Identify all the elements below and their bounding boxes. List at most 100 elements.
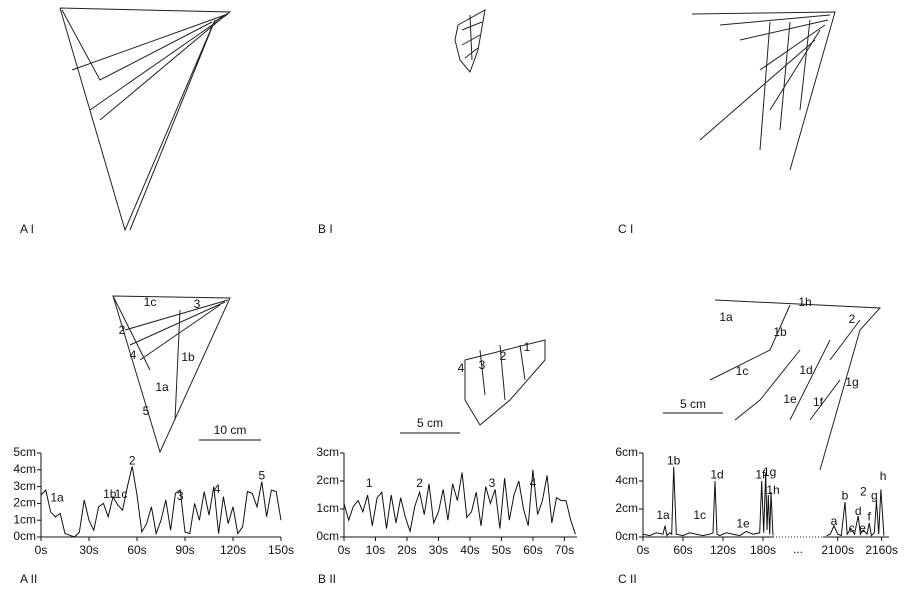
x-tick-label: 0s (637, 543, 650, 557)
y-tick-label: 4cm (13, 462, 36, 476)
web-b2 (464, 339, 546, 426)
web-label: 1c (144, 295, 157, 309)
annotation: 1d (710, 468, 723, 482)
scale-label: 10 cm (214, 423, 247, 437)
annotation: 1c (115, 487, 128, 501)
x-tick-label: 20s (397, 543, 416, 557)
web-label: 1 (524, 340, 531, 354)
panel-label: A I (20, 222, 34, 236)
annotation: f (868, 510, 872, 524)
y-tick-label: 6cm (615, 445, 638, 459)
x-tick-label: 2160s (865, 543, 898, 557)
y-tick-label: 2cm (615, 501, 638, 515)
x-tick-label: 120s (710, 543, 736, 557)
x-tick-label: 50s (492, 543, 511, 557)
x-tick-label: 30s (429, 543, 448, 557)
x-tick-label: 10s (366, 543, 385, 557)
web-a1 (59, 7, 232, 232)
web-a2 (112, 295, 231, 454)
annotation: 1f (755, 468, 766, 482)
panel-label: C I (618, 222, 633, 236)
web-label: 2 (500, 349, 507, 363)
x-tick-label: 120s (220, 543, 246, 557)
annotation: 1b (103, 487, 117, 501)
data-line (40, 466, 282, 538)
x-tick-label: 40s (460, 543, 479, 557)
y-tick-label: 3cm (13, 479, 36, 493)
x-tick-label: 60s (127, 543, 146, 557)
x-tick-label: 180s (750, 543, 776, 557)
web-drawings (59, 7, 882, 471)
annotation: 3 (489, 476, 496, 490)
panel-label: A II (20, 572, 37, 586)
y-tick-label: 5cm (13, 445, 36, 459)
x-tick-label: 2100s (821, 543, 854, 557)
annotation: 1a (50, 491, 64, 505)
scale-label: 5 cm (680, 397, 706, 411)
web-label: 1h (798, 295, 811, 309)
y-tick-label: 2cm (13, 496, 36, 510)
annotation: d (855, 504, 862, 518)
y-tick-label: 0cm (13, 529, 36, 543)
x-tick-label: 30s (79, 543, 98, 557)
y-tick-label: 3cm (316, 445, 339, 459)
x-tick-label: 0s (35, 543, 48, 557)
web-label: 1a (155, 380, 169, 394)
web-label: 2 (849, 312, 856, 326)
web-c2 (709, 299, 882, 471)
x-tick-label: 60s (523, 543, 542, 557)
annotation: 2 (416, 476, 423, 490)
web-label: 4 (458, 361, 465, 375)
web-label: 4 (130, 348, 137, 362)
annotation: e (859, 521, 866, 535)
y-tick-label: 0cm (316, 529, 339, 543)
annotation: c (849, 521, 855, 535)
web-label: 3 (194, 297, 201, 311)
x-tick-label: 150s (268, 543, 294, 557)
panel-label: C II (618, 572, 637, 586)
annotation: 1e (736, 517, 750, 531)
x-tick-label: 90s (175, 543, 194, 557)
annotation: h (880, 469, 887, 483)
annotation: 4 (530, 476, 537, 490)
annotation: 2 (129, 454, 136, 468)
panel-label: B II (318, 572, 336, 586)
data-line (642, 466, 885, 537)
web-label: 1b (773, 325, 787, 339)
y-tick-label: 1cm (13, 512, 36, 526)
x-tick-label: 0s (338, 543, 351, 557)
annotation: 1h (766, 483, 779, 497)
annotation: a (831, 514, 838, 528)
web-label: 1c (736, 364, 749, 378)
annotation: 1g (763, 465, 776, 479)
x-tick-label: 60s (673, 543, 692, 557)
annotation: 2 (860, 484, 867, 498)
web-label: 1f (813, 395, 824, 409)
panel-label: B I (318, 222, 333, 236)
annotation: g (871, 489, 878, 503)
web-b1 (454, 9, 486, 73)
annotation: 1b (667, 454, 681, 468)
annotation: 1c (693, 508, 706, 522)
y-tick-label: 0cm (615, 529, 638, 543)
web-label: 1a (719, 310, 733, 324)
annotation: 1a (656, 508, 670, 522)
web-label: 5 (143, 404, 150, 418)
annotation: 3 (177, 489, 184, 503)
annotation: 4 (214, 482, 221, 496)
axis-break-label: ... (793, 542, 803, 556)
scale-label: 5 cm (417, 416, 443, 430)
annotation: 1 (366, 476, 373, 490)
annotation: 5 (258, 469, 265, 483)
y-tick-label: 4cm (615, 473, 638, 487)
web-label: 1d (799, 363, 812, 377)
annotation: b (842, 489, 849, 503)
web-label: 1b (181, 350, 195, 364)
x-tick-label: 70s (555, 543, 574, 557)
data-line (343, 469, 576, 535)
web-label: 1g (845, 375, 858, 389)
web-c1 (691, 11, 836, 171)
web-label: 3 (479, 358, 486, 372)
